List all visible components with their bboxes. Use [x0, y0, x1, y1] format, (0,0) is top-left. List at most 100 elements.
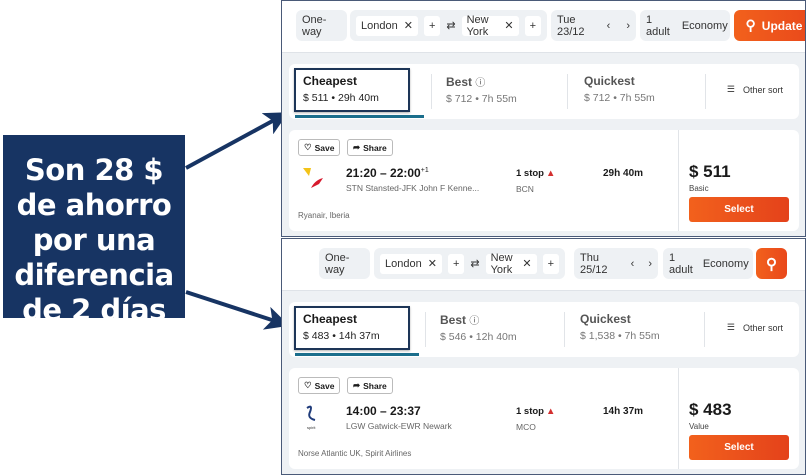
share-label: Share: [363, 142, 387, 153]
trip-type-select[interactable]: One-way: [319, 248, 370, 279]
select-button[interactable]: Select: [689, 197, 789, 222]
other-sort-button[interactable]: ☰ Other sort: [727, 84, 783, 95]
airlines: Norse Atlantic UK, Spirit Airlines: [298, 449, 412, 458]
tab-label: Cheapest: [303, 312, 358, 326]
heart-icon: ♡: [304, 142, 312, 152]
route-fields: London ✕ + ⇄ New York ✕ +: [374, 248, 565, 279]
cabin-value: Economy: [702, 257, 749, 270]
tab-best[interactable]: Best ⓘ $ 712 • 7h 55m: [446, 74, 517, 105]
tab-best[interactable]: Best ⓘ $ 546 • 12h 40m: [440, 312, 517, 343]
search-icon: ⚲: [766, 255, 777, 273]
chevron-left-icon[interactable]: ‹: [606, 19, 611, 32]
highlight-box: [294, 68, 410, 112]
active-tab-underline: [295, 353, 419, 356]
cabin-value: Economy: [681, 19, 728, 32]
share-icon: ➦: [353, 380, 361, 390]
svg-text:spirit: spirit: [307, 425, 316, 430]
stops: 1 stop ▲: [516, 168, 555, 179]
stops-value: 1 stop: [516, 168, 544, 179]
save-button[interactable]: ♡ Save: [298, 139, 341, 156]
chevron-right-icon[interactable]: ›: [648, 257, 652, 270]
add-origin-button[interactable]: +: [423, 15, 441, 36]
update-button[interactable]: ⚲ Update: [734, 10, 805, 41]
tab-sub: $ 712 • 7h 55m: [446, 93, 517, 105]
times-value: 21:20 – 22:00: [346, 166, 421, 180]
stopover: BCN: [516, 184, 534, 194]
chevron-left-icon[interactable]: ‹: [630, 257, 635, 270]
info-icon: ⓘ: [469, 316, 480, 327]
sort-tabs: Cheapest $ 511 • 29h 40m Best ⓘ $ 712 • 7h…: [289, 64, 799, 119]
tab-label: Quickest: [580, 312, 631, 326]
chevron-right-icon[interactable]: ›: [626, 19, 630, 32]
search-button[interactable]: ⚲: [756, 248, 787, 279]
origin-field[interactable]: London ✕: [380, 253, 442, 274]
result-card[interactable]: ♡ Save ➦ Share 21:20 – 22:00+1 STN Stanste…: [289, 130, 799, 231]
tab-sub: $ 712 • 7h 55m: [584, 92, 655, 104]
fare-type: Value: [689, 422, 709, 431]
share-icon: ➦: [353, 142, 361, 152]
fare-type: Basic: [689, 184, 709, 193]
close-icon[interactable]: ✕: [504, 20, 514, 32]
trip-type-label: One-way: [302, 13, 327, 38]
duration: 29h 40m: [603, 168, 644, 179]
tab-label: Best: [440, 313, 467, 327]
close-icon[interactable]: ✕: [427, 258, 437, 270]
add-origin-button[interactable]: +: [447, 253, 465, 274]
highlight-box: [294, 306, 410, 350]
callout-text: Son 28 $ de ahorro por una diferencia de…: [14, 153, 174, 327]
sort-tabs: Cheapest $ 483 • 14h 37m Best ⓘ $ 546 • 12…: [289, 302, 799, 357]
tab-sub: $ 1,538 • 7h 55m: [580, 330, 660, 342]
search-icon: ⚲: [745, 17, 756, 33]
tab-cheapest[interactable]: Cheapest $ 511 • 29h 40m: [303, 74, 379, 104]
price: $ 483: [689, 400, 732, 419]
airline-logo-icon: [301, 166, 323, 195]
stops: 1 stop ▲: [516, 406, 555, 417]
select-button[interactable]: Select: [689, 435, 789, 460]
flight-times: 14:00 – 23:37: [346, 404, 421, 418]
destination-field[interactable]: New York ✕: [485, 251, 537, 276]
swap-icon[interactable]: ⇄: [470, 258, 480, 270]
callout-box: Son 28 $ de ahorro por una diferencia de…: [3, 135, 185, 327]
add-destination-button[interactable]: +: [524, 15, 541, 36]
search-results-panel-1: One-way London ✕ + ⇄ New York ✕ + Tue 23/1…: [281, 0, 806, 237]
share-button[interactable]: ➦ Share: [347, 139, 393, 156]
result-card[interactable]: ♡ Save ➦ Share spirit 14:00 – 23:37 LGW Ga…: [289, 368, 799, 469]
other-sort-label: Other sort: [742, 84, 783, 95]
duration: 14h 37m: [603, 406, 644, 417]
date-value: Thu 25/12: [580, 251, 608, 276]
tab-sub: $ 511 • 29h 40m: [303, 92, 379, 104]
update-label: Update: [761, 18, 803, 33]
tab-quickest[interactable]: Quickest $ 1,538 • 7h 55m: [580, 312, 660, 342]
date-field[interactable]: Thu 25/12 ‹ ›: [574, 248, 658, 279]
swap-icon[interactable]: ⇄: [446, 20, 456, 32]
destination-field[interactable]: New York ✕: [461, 13, 519, 38]
add-destination-button[interactable]: +: [542, 253, 559, 274]
share-button[interactable]: ➦ Share: [347, 377, 393, 394]
price: $ 511: [689, 162, 731, 181]
close-icon[interactable]: ✕: [403, 20, 413, 32]
trip-type-select[interactable]: One-way: [296, 10, 347, 41]
save-button[interactable]: ♡ Save: [298, 377, 341, 394]
trip-type-label: One-way: [325, 251, 350, 276]
other-sort-button[interactable]: ☰ Other sort: [727, 322, 783, 333]
day-offset: +1: [420, 167, 429, 174]
search-bar: One-way London ✕ + ⇄ New York ✕ + Tue 23/1…: [282, 1, 805, 53]
destination-value: New York: [466, 13, 489, 38]
airline-logo-icon: spirit: [301, 404, 325, 435]
passengers-field[interactable]: 1 adult Economy: [640, 10, 730, 41]
arrows: [185, 112, 290, 330]
tab-quickest[interactable]: Quickest $ 712 • 7h 55m: [584, 74, 655, 104]
tab-sub: $ 483 • 14h 37m: [303, 330, 380, 342]
save-label: Save: [314, 142, 335, 153]
destination-value: New York: [490, 251, 513, 276]
route-fields: London ✕ + ⇄ New York ✕ +: [350, 10, 547, 41]
arrow-top: [185, 112, 289, 170]
tab-cheapest[interactable]: Cheapest $ 483 • 14h 37m: [303, 312, 380, 342]
share-label: Share: [363, 380, 387, 391]
passengers-field[interactable]: 1 adult Economy: [663, 248, 753, 279]
origin-field[interactable]: London ✕: [356, 15, 418, 36]
warning-icon: ▲: [545, 406, 556, 417]
stopover: MCO: [516, 422, 536, 432]
close-icon[interactable]: ✕: [522, 258, 532, 270]
date-field[interactable]: Tue 23/12 ‹ ›: [551, 10, 636, 41]
